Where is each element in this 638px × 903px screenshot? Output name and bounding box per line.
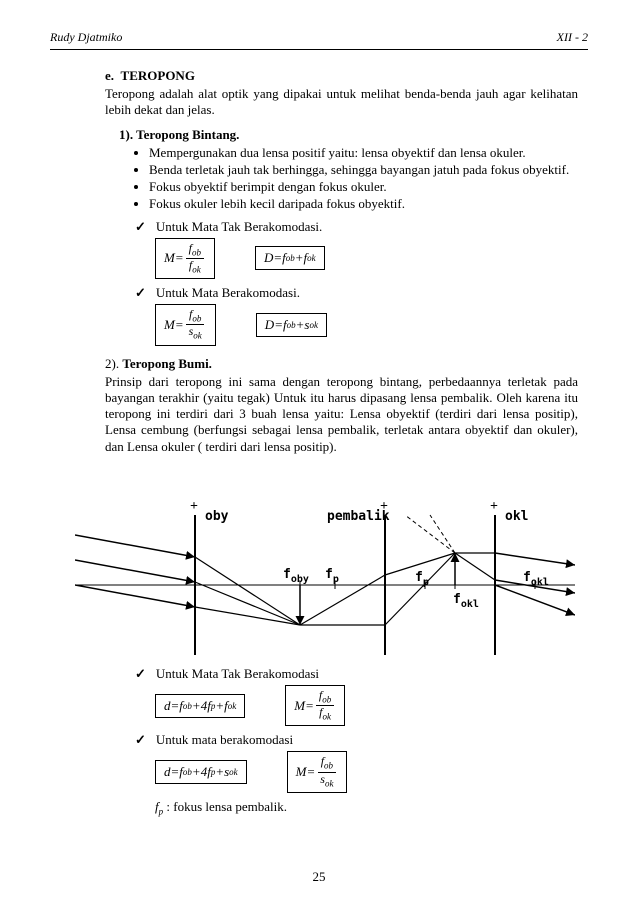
formula-M-fob-fok-2: M = fobfok [285, 685, 345, 727]
list-item: Fokus obyektif berimpit dengan fokus oku… [149, 179, 578, 195]
main-content: e. TEROPONG Teropong adalah alat optik y… [50, 68, 588, 817]
section-heading: e. TEROPONG [105, 68, 578, 84]
sub2-num: 2). [105, 356, 119, 371]
svg-text:fp: fp [325, 567, 339, 585]
optical-diagram: + oby + pembalik + okl [75, 465, 578, 660]
formula-row-1: M = fobfok D = fob + fok [155, 238, 578, 280]
chapter-label: XII - 2 [557, 30, 588, 45]
sub2-para: Prinsip dari teropong ini sama dengan te… [105, 374, 578, 455]
svg-text:fokl: fokl [453, 592, 479, 610]
svg-text:+: + [190, 499, 198, 514]
svg-text:okl: okl [505, 509, 528, 524]
formula-D-fob-fok: D = fob + fok [255, 246, 325, 270]
formula-row-2: M = fobsok D = fob + sok [155, 304, 578, 346]
formula-M-fob-sok-2: M = fobsok [287, 751, 348, 793]
formula-M-fob-sok: M = fobsok [155, 304, 216, 346]
svg-text:foby: foby [283, 567, 309, 585]
sub1-bullets: Mempergunakan dua lensa positif yaitu: l… [149, 145, 578, 213]
check-unaccommodated-1: Untuk Mata Tak Berakomodasi. [135, 219, 578, 235]
header-rule [50, 49, 588, 50]
sub1-num: 1). [119, 127, 133, 142]
formula-d-2: d = fob +4fp + sok [155, 760, 247, 784]
sub2-heading: 2). Teropong Bumi. [105, 356, 578, 372]
formula-d-1: d = fob +4fp + fok [155, 694, 245, 718]
list-item: Benda terletak jauh tak berhingga, sehin… [149, 162, 578, 178]
check-accommodated-1: Untuk Mata Berakomodasi. [135, 285, 578, 301]
diagram-svg: + oby + pembalik + okl [75, 465, 575, 660]
svg-text:oby: oby [205, 509, 229, 524]
page-number: 25 [0, 869, 638, 885]
section-title: TEROPONG [121, 68, 195, 83]
section-intro: Teropong adalah alat optik yang dipakai … [105, 86, 578, 119]
section-letter: e. [105, 68, 114, 83]
check-accommodated-2: Untuk mata berakomodasi [135, 732, 578, 748]
sub1-heading: 1). Teropong Bintang. [119, 127, 578, 143]
list-item: Mempergunakan dua lensa positif yaitu: l… [149, 145, 578, 161]
author-name: Rudy Djatmiko [50, 30, 122, 45]
list-item: Fokus okuler lebih kecil daripada fokus … [149, 196, 578, 212]
svg-text:+: + [490, 499, 498, 514]
sub2-title: Teropong Bumi. [122, 356, 212, 371]
page-header: Rudy Djatmiko XII - 2 [50, 30, 588, 45]
svg-text:pembalik: pembalik [327, 509, 390, 524]
formula-M-fob-fok: M = fobfok [155, 238, 215, 280]
formula-D-fob-sok: D = fob + sok [256, 313, 327, 337]
formula-row-4: d = fob +4fp + sok M = fobsok [155, 751, 578, 793]
check-unaccommodated-2: Untuk Mata Tak Berakomodasi [135, 666, 578, 682]
formula-row-3: d = fob +4fp + fok M = fobfok [155, 685, 578, 727]
fp-note: fp : fokus lensa pembalik. [155, 799, 578, 817]
sub1-title: Teropong Bintang. [136, 127, 239, 142]
